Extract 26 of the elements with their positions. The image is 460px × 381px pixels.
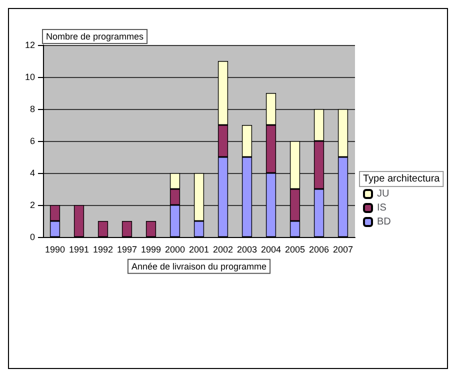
x-axis-title: Année de livraison du programme	[131, 261, 267, 272]
x-tick-label: 1999	[140, 244, 162, 254]
x-tick-label: 2006	[308, 244, 330, 254]
x-tick-label: 2007	[332, 244, 354, 254]
x-tick-label: 2001	[188, 244, 210, 254]
x-tick-label: 1997	[116, 244, 138, 254]
legend-label: BD	[377, 216, 391, 228]
x-tick-label: 1992	[92, 244, 114, 254]
y-tick-label: 0	[30, 232, 35, 242]
x-tick-label: 2002	[212, 244, 234, 254]
legend-label: JU	[377, 188, 390, 200]
legend-label: IS	[377, 202, 387, 214]
y-tick-label: 12	[24, 40, 35, 50]
y-tick-label: 10	[24, 72, 35, 82]
x-tick-label: 1990	[44, 244, 66, 254]
x-tick-label: 2000	[164, 244, 186, 254]
y-tick-label: 8	[30, 104, 35, 114]
x-tick-label: 1991	[68, 244, 90, 254]
y-axis-title: Nombre de programmes	[46, 32, 144, 42]
x-tick-label: 2005	[284, 244, 306, 254]
x-tick-label: 2004	[260, 244, 282, 254]
y-tick-label: 6	[30, 136, 35, 146]
y-tick-label: 2	[30, 200, 35, 210]
x-tick-label: 2003	[236, 244, 258, 254]
y-tick-label: 4	[30, 168, 35, 178]
legend-title: Type architectura	[363, 174, 440, 184]
